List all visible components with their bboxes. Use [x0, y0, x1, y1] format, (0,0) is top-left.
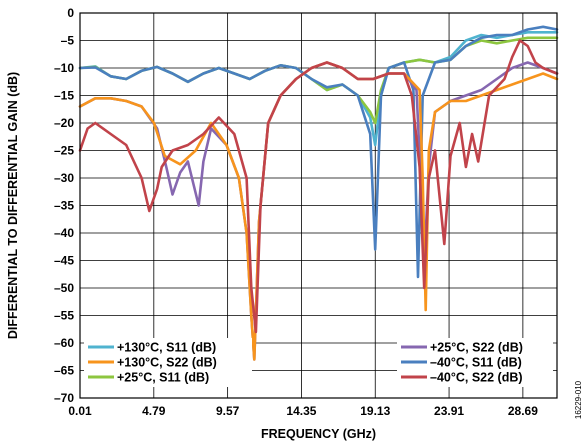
legend-label: +25°C, S22 (dB)	[430, 341, 523, 355]
y-tick-label: –25	[54, 144, 74, 158]
series-line	[78, 25, 559, 279]
y-tick-label: –65	[54, 364, 74, 378]
y-tick-label: –35	[54, 199, 74, 213]
y-tick-label: –45	[54, 254, 74, 268]
y-tick-label: –50	[54, 281, 74, 295]
x-axis-title: FREQUENCY (GHz)	[261, 427, 376, 441]
y-tick-label: –5	[61, 34, 75, 48]
figure-id: 16229-010	[574, 380, 583, 419]
x-tick-label: 28.69	[508, 404, 538, 418]
y-tick-label: –60	[54, 336, 74, 350]
legend-label: –40°C, S22 (dB)	[430, 371, 523, 385]
y-tick-labels: 0 –5 –10 –15 –20 –25 –30 –35 –40 –45 –50 –55 –60 –65 –…	[54, 6, 74, 405]
x-tick-label: 0.01	[68, 404, 92, 418]
y-tick-label: –20	[54, 116, 74, 130]
y-tick-label: –10	[54, 61, 74, 75]
series-line	[78, 39, 559, 334]
y-tick-label: –55	[54, 309, 74, 323]
legend-label: +130°C, S11 (dB)	[117, 341, 216, 355]
x-tick-label: 14.35	[286, 404, 316, 418]
y-axis-title: DIFFERENTIAL TO DIFFERENTIAL GAIN (dB)	[6, 72, 20, 339]
legend-right: +25°C, S22 (dB)–40°C, S11 (dB)–40°C, S22…	[397, 338, 553, 387]
x-tick-label: 23.91	[434, 404, 464, 418]
y-tick-label: –15	[54, 89, 74, 103]
x-tick-label: 9.57	[216, 404, 240, 418]
x-tick-label: 4.79	[142, 404, 166, 418]
y-tick-label: –30	[54, 171, 74, 185]
y-tick-label: 0	[67, 6, 74, 20]
y-tick-label: –40	[54, 226, 74, 240]
x-tick-labels: 0.01 4.79 9.57 14.35 19.13 23.91 28.69	[68, 404, 538, 418]
plot-frame	[79, 12, 558, 399]
y-tick-label: –70	[54, 391, 74, 405]
series-layer	[78, 25, 559, 361]
legend-label: +130°C, S22 (dB)	[117, 356, 217, 370]
legend-left: +130°C, S11 (dB)+130°C, S22 (dB)+25°C, S…	[84, 338, 252, 387]
x-tick-label: 19.13	[360, 404, 390, 418]
legend-label: +25°C, S11 (dB)	[117, 371, 209, 385]
legend-label: –40°C, S11 (dB)	[430, 356, 522, 370]
